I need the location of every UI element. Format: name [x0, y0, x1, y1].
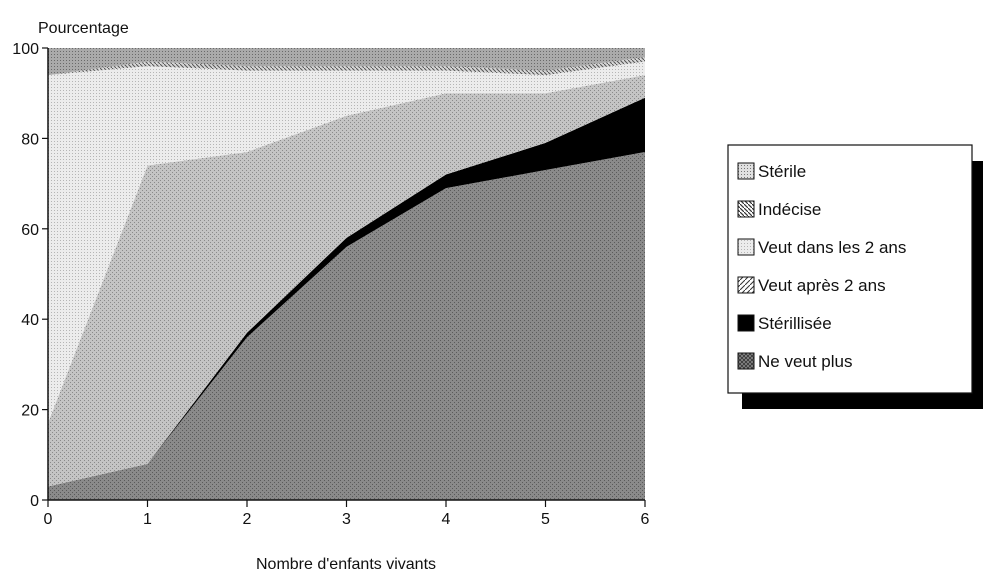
y-tick-label: 80 [21, 131, 39, 148]
legend-label-ne-veut-plus: Ne veut plus [758, 352, 853, 371]
legend-swatch-veut-dans-les-2-ans [737, 238, 755, 256]
legend-swatch-veut-apres-2-ans [737, 276, 755, 294]
area-sterillisee [48, 97, 645, 487]
legend-swatch-sterile [737, 162, 755, 180]
x-tick-label: 0 [44, 511, 53, 528]
legend-swatch-sterillisee [737, 314, 755, 332]
legend-label-indecise: Indécise [758, 200, 821, 219]
x-tick-label: 5 [541, 511, 550, 528]
legend-label-veut-apres-2-ans: Veut après 2 ans [758, 276, 886, 295]
y-tick-label: 60 [21, 222, 39, 239]
legend-label-sterile: Stérile [758, 162, 806, 181]
legend-swatch-indecise [737, 200, 755, 218]
legend-label-sterillisee: Stérillisée [758, 314, 832, 333]
y-tick-label: 100 [12, 41, 39, 58]
area-sterile [48, 48, 645, 76]
x-tick-label: 4 [442, 511, 451, 528]
x-tick-label: 3 [342, 511, 351, 528]
x-tick-label: 1 [143, 511, 152, 528]
area-layers [48, 48, 645, 500]
legend-label-veut-dans-les-2-ans: Veut dans les 2 ans [758, 238, 906, 257]
y-tick-label: 40 [21, 312, 39, 329]
area-veut-apres-2-ans [48, 75, 645, 487]
x-tick-label: 2 [243, 511, 252, 528]
y-axis-label: Pourcentage [38, 20, 129, 37]
legend-box [727, 144, 973, 394]
legend-swatch-ne-veut-plus [737, 352, 755, 370]
x-tick-label: 6 [641, 511, 650, 528]
area-veut-dans-les-2-ans [48, 61, 645, 424]
y-tick-label: 20 [21, 403, 39, 420]
x-axis-label: Nombre d'enfants vivants [256, 556, 436, 573]
axes: 0 20 40 60 80 100 0 1 2 3 4 5 6 [12, 41, 649, 528]
legend: Stérile Indécise Veut dans les 2 ans Veut a… [727, 144, 983, 409]
area-ne-veut-plus [48, 151, 645, 500]
y-tick-label: 0 [30, 493, 39, 510]
